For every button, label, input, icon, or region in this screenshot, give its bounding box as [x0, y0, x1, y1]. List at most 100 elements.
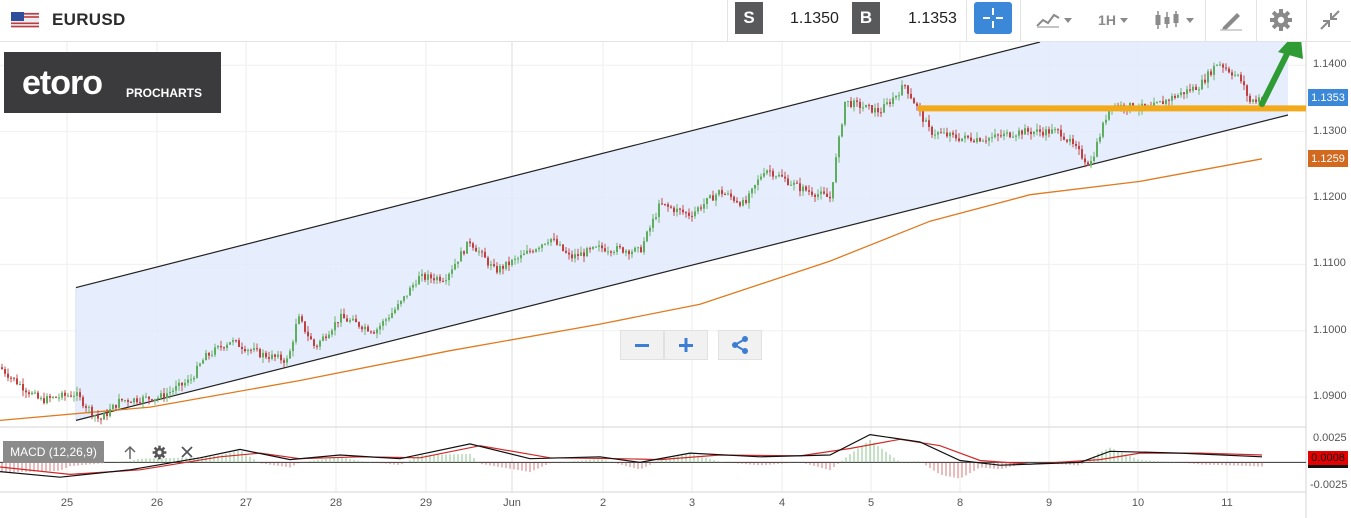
- candle-body: [985, 140, 987, 142]
- candle-body: [637, 247, 639, 249]
- time-axis-tick: 3: [688, 497, 696, 509]
- candle-body: [877, 108, 879, 113]
- candle-body: [601, 245, 603, 249]
- candle-body: [433, 278, 435, 281]
- crosshair-button[interactable]: [974, 2, 1012, 34]
- gear-icon: [152, 445, 166, 459]
- candle-body: [307, 331, 309, 337]
- zoom-out-button[interactable]: [620, 330, 664, 360]
- candle-body: [973, 140, 975, 143]
- candle-body: [79, 392, 81, 398]
- candle-body: [1042, 131, 1044, 136]
- candle-body: [547, 242, 549, 244]
- candle-body: [1228, 68, 1230, 73]
- drawing-tools-button[interactable]: [1214, 6, 1248, 34]
- candle-body: [931, 126, 933, 135]
- candle-body: [742, 199, 744, 206]
- arrow-up-icon: [124, 445, 136, 459]
- price-axis-tick: 1.1000: [1313, 323, 1347, 336]
- candle-body: [697, 207, 699, 212]
- sell-price[interactable]: 1.1350: [790, 10, 839, 27]
- candle-body: [1012, 136, 1014, 138]
- candle-body: [1222, 64, 1224, 68]
- candle-body: [97, 415, 99, 419]
- sell-button[interactable]: S: [735, 2, 763, 34]
- macd-settings-button[interactable]: [148, 441, 170, 463]
- candle-body: [322, 336, 324, 341]
- candle-body: [679, 208, 681, 210]
- candle-body: [1057, 129, 1059, 131]
- candle-body: [703, 204, 705, 209]
- buy-price[interactable]: 1.1353: [908, 10, 957, 27]
- candle-body: [763, 173, 765, 177]
- candle-body: [1252, 99, 1254, 102]
- candle-body: [649, 227, 651, 232]
- candle-body: [73, 395, 75, 397]
- chart-type-dropdown[interactable]: [1030, 6, 1078, 34]
- candle-body: [868, 104, 870, 106]
- candle-body: [775, 176, 777, 178]
- crosshair-icon: [983, 8, 1003, 28]
- candle-body: [277, 354, 279, 357]
- price-axis-tick: 1.1200: [1313, 190, 1347, 203]
- candle-body: [514, 258, 516, 260]
- candle-body: [436, 276, 438, 281]
- candle-body: [727, 193, 729, 195]
- time-axis-tick: 11: [1221, 497, 1233, 509]
- time-axis-tick: 29: [419, 497, 433, 509]
- candle-body: [1030, 131, 1032, 135]
- macd-indicator-label[interactable]: MACD (12,26,9): [3, 441, 104, 463]
- share-button[interactable]: [718, 330, 762, 360]
- toolbar-divider: [1205, 0, 1206, 42]
- plus-icon: [679, 338, 693, 352]
- candle-body: [1234, 74, 1236, 76]
- candle-body: [946, 132, 948, 137]
- candle-body: [25, 390, 27, 393]
- candle-body: [121, 398, 123, 401]
- time-axis-tick: 5: [867, 497, 875, 509]
- candle-body: [1045, 129, 1047, 136]
- candle-body: [295, 324, 297, 342]
- candle-body: [505, 261, 507, 269]
- candle-body: [103, 413, 105, 420]
- moving-average-line: [0, 158, 1263, 422]
- candle-body: [286, 358, 288, 363]
- candle-body: [13, 377, 15, 379]
- candle-body: [1087, 162, 1089, 166]
- zoom-in-button[interactable]: [664, 330, 708, 360]
- candle-style-dropdown[interactable]: [1148, 6, 1200, 34]
- toolbar-divider: [1020, 0, 1021, 42]
- buy-button[interactable]: B: [852, 2, 880, 34]
- price-chart[interactable]: [0, 42, 1351, 518]
- candle-body: [1105, 119, 1107, 123]
- macd-move-up-button[interactable]: [120, 441, 140, 463]
- chevron-down-icon: [1186, 17, 1194, 23]
- candle-body: [994, 134, 996, 138]
- macd-signal-line: [0, 438, 1263, 476]
- candle-body: [502, 266, 504, 269]
- candle-body: [943, 132, 945, 134]
- macd-remove-button[interactable]: [178, 441, 196, 463]
- candle-body: [532, 251, 534, 253]
- timeframe-dropdown[interactable]: 1H: [1090, 6, 1136, 34]
- candle-body: [355, 318, 357, 323]
- minimize-button[interactable]: [1314, 6, 1346, 34]
- candle-body: [748, 193, 750, 203]
- time-axis-tick: 25: [60, 497, 74, 509]
- settings-button[interactable]: [1264, 6, 1298, 34]
- candle-body: [922, 110, 924, 122]
- candle-body: [1186, 89, 1188, 95]
- candle-body: [1072, 138, 1074, 144]
- candle-body: [736, 200, 738, 203]
- candle-body: [472, 243, 474, 248]
- candle-body: [862, 107, 864, 109]
- trend-channel-upper-line: [75, 42, 1041, 289]
- candle-body: [352, 318, 354, 321]
- candle-body: [10, 377, 12, 379]
- candle-body: [1159, 101, 1161, 103]
- candle-body: [1084, 158, 1086, 163]
- candle-body: [577, 254, 579, 256]
- candle-body: [886, 102, 888, 105]
- candle-body: [31, 392, 33, 395]
- candle-body: [256, 348, 258, 350]
